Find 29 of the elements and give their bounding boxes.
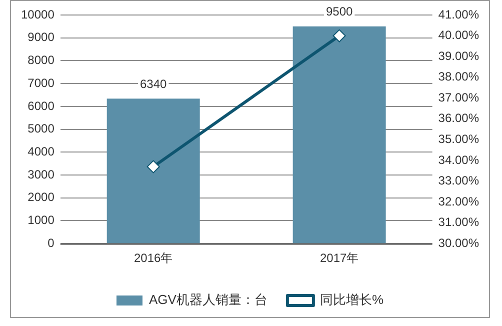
y-tick-label: 4000 bbox=[28, 144, 55, 158]
y2-tick-label: 32.00% bbox=[438, 194, 480, 208]
y-tick-label: 9000 bbox=[28, 30, 55, 44]
y2-tick-label: 35.00% bbox=[438, 132, 480, 146]
legend-label: AGV机器人销量：台 bbox=[148, 292, 268, 308]
y2-tick-label: 40.00% bbox=[438, 28, 480, 42]
y-tick-label: 6000 bbox=[28, 98, 55, 113]
y-tick-label: 5000 bbox=[28, 122, 55, 136]
y2-tick-label: 39.00% bbox=[438, 48, 480, 63]
legend-label: 同比增长% bbox=[320, 292, 384, 308]
y-tick-label: 2000 bbox=[28, 190, 55, 204]
y2-tick-label: 36.00% bbox=[438, 111, 480, 126]
y2-tick-label: 41.00% bbox=[438, 7, 480, 22]
x-tick-label: 2016年 bbox=[134, 251, 173, 266]
y-tick-label: 0 bbox=[48, 236, 55, 250]
y2-tick-label: 37.00% bbox=[438, 90, 480, 104]
data-label: 6340 bbox=[140, 76, 168, 91]
y2-tick-label: 30.00% bbox=[438, 236, 480, 250]
y2-tick-label: 33.00% bbox=[438, 174, 480, 188]
x-tick-label: 2017年 bbox=[320, 251, 359, 266]
y2-tick-label: 34.00% bbox=[438, 152, 480, 167]
y2-tick-label: 31.00% bbox=[438, 215, 480, 230]
y2-tick-label: 38.00% bbox=[438, 70, 480, 84]
y-tick-label: 3000 bbox=[28, 167, 55, 182]
y-tick-label: 10000 bbox=[20, 7, 55, 22]
y-tick-label: 1000 bbox=[28, 213, 55, 228]
y-tick-label: 7000 bbox=[28, 76, 55, 90]
y-tick-label: 8000 bbox=[28, 53, 55, 68]
data-label: 9500 bbox=[326, 4, 353, 19]
